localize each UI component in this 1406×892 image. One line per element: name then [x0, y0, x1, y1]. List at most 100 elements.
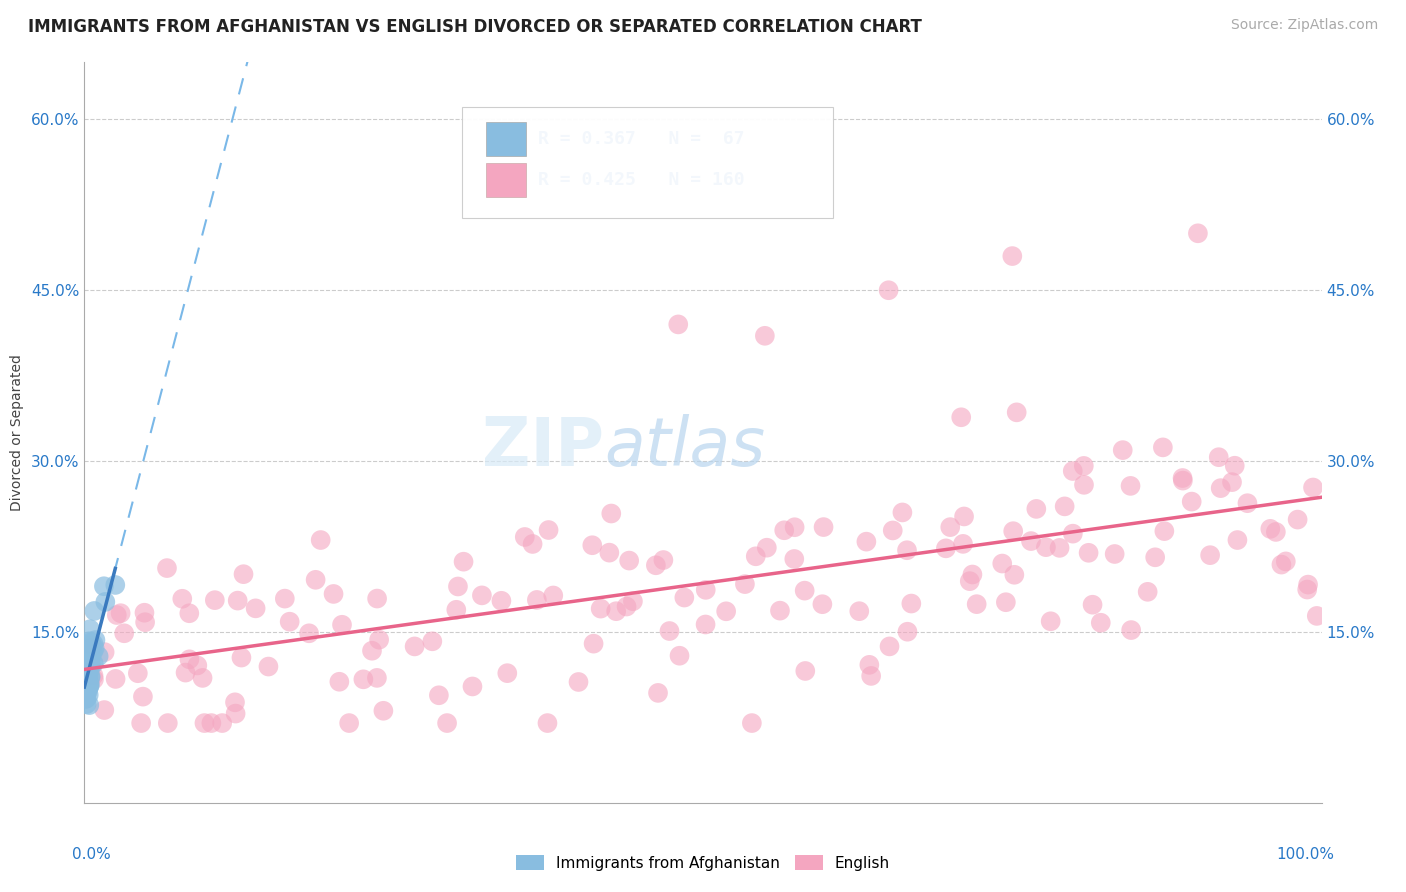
Point — [79, 634, 101, 648]
Point — [526, 593, 548, 607]
Point — [77, 681, 100, 695]
Point — [76, 665, 98, 679]
Point — [1171, 471, 1194, 485]
Point — [76, 684, 98, 698]
Point — [1264, 524, 1286, 539]
Point — [80, 638, 103, 652]
Point — [1073, 478, 1095, 492]
Point — [361, 644, 384, 658]
Point — [896, 543, 918, 558]
Point — [77, 640, 100, 654]
Point — [75, 691, 97, 706]
Point — [75, 685, 97, 699]
Point — [76, 655, 98, 669]
Point — [891, 505, 914, 519]
Point — [447, 579, 470, 593]
Point — [75, 648, 97, 662]
Point — [754, 328, 776, 343]
FancyBboxPatch shape — [486, 122, 526, 156]
Point — [304, 573, 326, 587]
Point — [1275, 554, 1298, 568]
Point — [813, 520, 835, 534]
Point — [882, 524, 904, 538]
Point — [600, 507, 623, 521]
Text: 100.0%: 100.0% — [1277, 847, 1334, 863]
Point — [76, 661, 98, 675]
Text: 0.0%: 0.0% — [72, 847, 111, 863]
Point — [1199, 548, 1222, 562]
Point — [79, 698, 101, 712]
Point — [172, 591, 194, 606]
Point — [773, 523, 796, 537]
Point — [658, 624, 681, 638]
Point — [174, 665, 197, 680]
Point — [1062, 526, 1084, 541]
Point — [77, 679, 100, 693]
Point — [76, 677, 98, 691]
Point — [75, 672, 97, 686]
Point — [966, 597, 988, 611]
Text: ZIP: ZIP — [482, 415, 605, 481]
Point — [1104, 547, 1126, 561]
Point — [734, 577, 756, 591]
Point — [1302, 481, 1324, 495]
Point — [76, 659, 98, 673]
Point — [1002, 524, 1025, 538]
Point — [950, 410, 973, 425]
Point — [994, 595, 1017, 609]
Point — [77, 678, 100, 692]
Point — [935, 541, 957, 556]
Point — [1152, 441, 1174, 455]
Point — [673, 591, 696, 605]
Point — [793, 583, 815, 598]
Point — [695, 617, 717, 632]
Point — [129, 716, 152, 731]
Point — [366, 591, 388, 606]
Point — [330, 617, 353, 632]
Point — [80, 635, 103, 649]
Point — [76, 673, 98, 687]
Point — [75, 660, 97, 674]
Point — [1296, 582, 1319, 597]
Point — [1208, 450, 1230, 465]
Point — [446, 603, 468, 617]
Point — [644, 558, 666, 573]
Point — [1019, 534, 1042, 549]
Point — [79, 651, 101, 665]
Point — [134, 615, 156, 630]
Point — [616, 599, 638, 614]
Point — [522, 537, 544, 551]
Point — [76, 651, 98, 665]
Point — [647, 686, 669, 700]
Point — [496, 666, 519, 681]
Point — [224, 695, 246, 709]
Point — [900, 597, 922, 611]
Point — [93, 703, 115, 717]
Point — [855, 534, 877, 549]
Point — [75, 666, 97, 681]
Point — [714, 604, 737, 618]
Text: IMMIGRANTS FROM AFGHANISTAN VS ENGLISH DIVORCED OR SEPARATED CORRELATION CHART: IMMIGRANTS FROM AFGHANISTAN VS ENGLISH D… — [28, 18, 922, 36]
Point — [491, 594, 513, 608]
Point — [1035, 540, 1057, 554]
Point — [794, 664, 817, 678]
Point — [76, 681, 98, 696]
Point — [1112, 443, 1135, 458]
Point — [471, 588, 494, 602]
Point — [668, 648, 690, 663]
Point — [858, 657, 880, 672]
Point — [79, 622, 101, 636]
Point — [1270, 558, 1292, 572]
Point — [461, 680, 484, 694]
Point — [695, 582, 717, 597]
Point — [953, 509, 976, 524]
Point — [666, 318, 689, 332]
Point — [232, 567, 254, 582]
Point — [1187, 227, 1209, 241]
Point — [76, 656, 98, 670]
Point — [73, 682, 96, 697]
Point — [755, 541, 778, 555]
Text: R = 0.425   N = 160: R = 0.425 N = 160 — [538, 171, 745, 189]
Point — [1073, 458, 1095, 473]
Point — [93, 579, 115, 593]
